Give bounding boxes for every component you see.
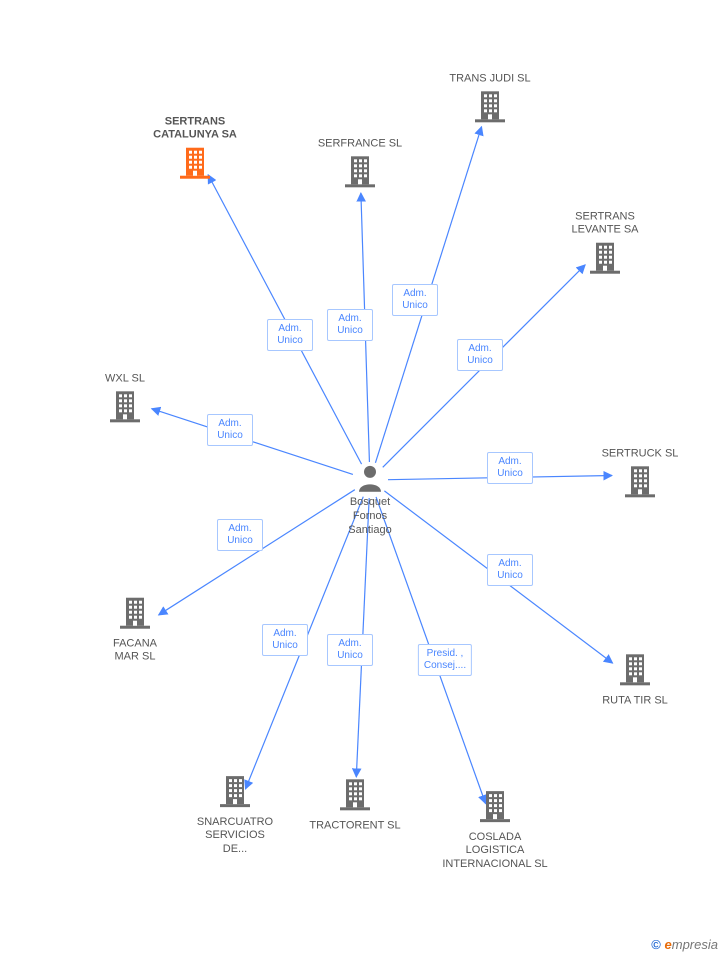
edge-label: Adm. Unico — [217, 519, 263, 551]
brand-initial: e — [665, 937, 672, 952]
brand-rest: mpresia — [672, 937, 718, 952]
edge-label: Adm. Unico — [207, 414, 253, 446]
center-person-label: Bosquet Fornos Santiago — [348, 496, 391, 537]
edge-label: Adm. Unico — [262, 624, 308, 656]
edge-label: Presid. , Consej.... — [418, 644, 472, 676]
copyright-symbol: © — [651, 937, 661, 952]
edge-label: Adm. Unico — [457, 339, 503, 371]
edge-label: Adm. Unico — [487, 554, 533, 586]
edge-label: Adm. Unico — [487, 452, 533, 484]
edge-label: Adm. Unico — [327, 634, 373, 666]
watermark: © empresia — [651, 937, 718, 952]
edge-label: Adm. Unico — [327, 309, 373, 341]
edges-layer — [0, 0, 728, 960]
network-diagram: © empresia Adm. Unico Adm. Unico Adm. Unic… — [0, 0, 728, 960]
edge-label: Adm. Unico — [392, 284, 438, 316]
edge-label: Adm. Unico — [267, 319, 313, 351]
